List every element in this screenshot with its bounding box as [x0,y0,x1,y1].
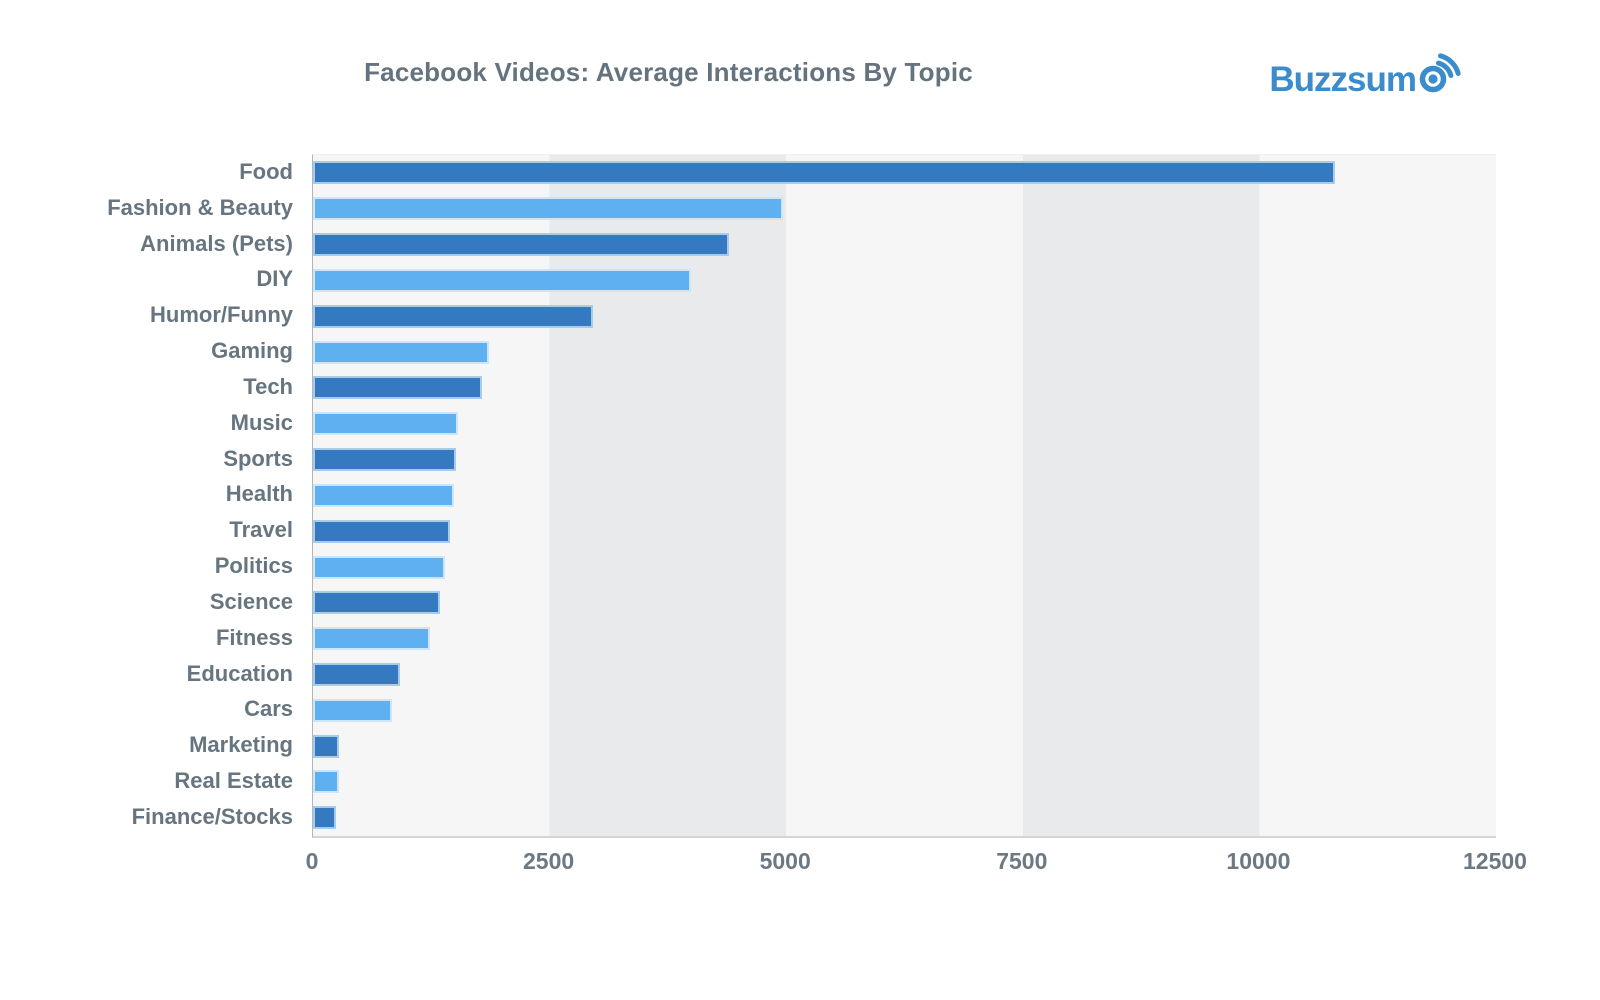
bar-row [313,227,1496,263]
bar [313,698,392,722]
bar [313,376,483,400]
category-label: Marketing [189,732,293,758]
category-label: Music [230,409,293,435]
category-label: Cars [244,696,293,722]
bar-row [313,621,1496,657]
bar [313,197,784,221]
bar-row [313,298,1496,334]
bar [313,627,431,651]
bar-row [313,800,1496,836]
chart-title: Facebook Videos: Average Interactions By… [364,57,973,87]
bar-row [313,692,1496,728]
bar [313,806,336,830]
category-label: Finance/Stocks [131,803,293,829]
category-label: DIY [256,266,293,292]
bar-row [313,585,1496,621]
category-label: Sports [223,445,293,471]
bar [313,770,340,794]
bar [313,734,340,758]
bar [313,268,691,292]
bar [313,555,446,579]
axis-tick-label: 7500 [996,848,1048,874]
bar [313,663,401,686]
bar-row [313,191,1496,227]
axis-tick-label: 0 [305,848,319,874]
buzzsumo-logo-text: Buzzsum [1269,60,1417,99]
bar-row [313,477,1496,513]
bar-row [313,370,1496,406]
bar-row [313,262,1496,298]
bar [313,304,594,328]
bar-row [313,442,1496,478]
category-label: Humor/Funny [150,302,293,328]
bar-row [313,657,1496,693]
buzzsumo-logo: Buzzsum [1269,52,1463,99]
axis-tick-label: 10000 [1226,848,1291,874]
plot-area [312,154,1496,838]
bar-row [313,513,1496,549]
bar [313,519,450,543]
bar-row [313,764,1496,800]
axis-tick-label: 5000 [759,848,811,874]
buzzsumo-signal-o-icon [1417,52,1463,99]
bar [313,412,458,436]
bar-row [313,549,1496,585]
category-label: Politics [214,553,293,579]
category-label: Gaming [211,338,293,364]
bar-row [313,155,1496,191]
bar [313,233,730,257]
bar [313,340,490,364]
category-label: Tech [243,373,293,399]
category-label: Travel [229,517,293,543]
bar [313,591,441,615]
bar-row [313,334,1496,370]
bar-row [313,728,1496,764]
category-label: Fitness [215,624,293,650]
axis-tick-label: 12500 [1463,848,1527,874]
category-axis: Food Fashion & Beauty Animals (Pets) DIY Hum… [0,154,293,835]
category-label: Science [209,588,293,614]
category-label: Fashion & Beauty [107,194,293,220]
category-label: Animals (Pets) [140,230,293,256]
category-label: Food [239,158,293,184]
bar [313,483,454,507]
category-label: Education [186,660,293,686]
bar [313,161,1336,185]
bar-row [313,406,1496,442]
axis-tick-label: 2500 [523,848,575,874]
category-label: Health [225,481,293,507]
bar [313,448,456,472]
category-label: Real Estate [174,767,293,793]
value-axis: 0 2500 5000 7500 10000 12500 [306,848,1527,878]
